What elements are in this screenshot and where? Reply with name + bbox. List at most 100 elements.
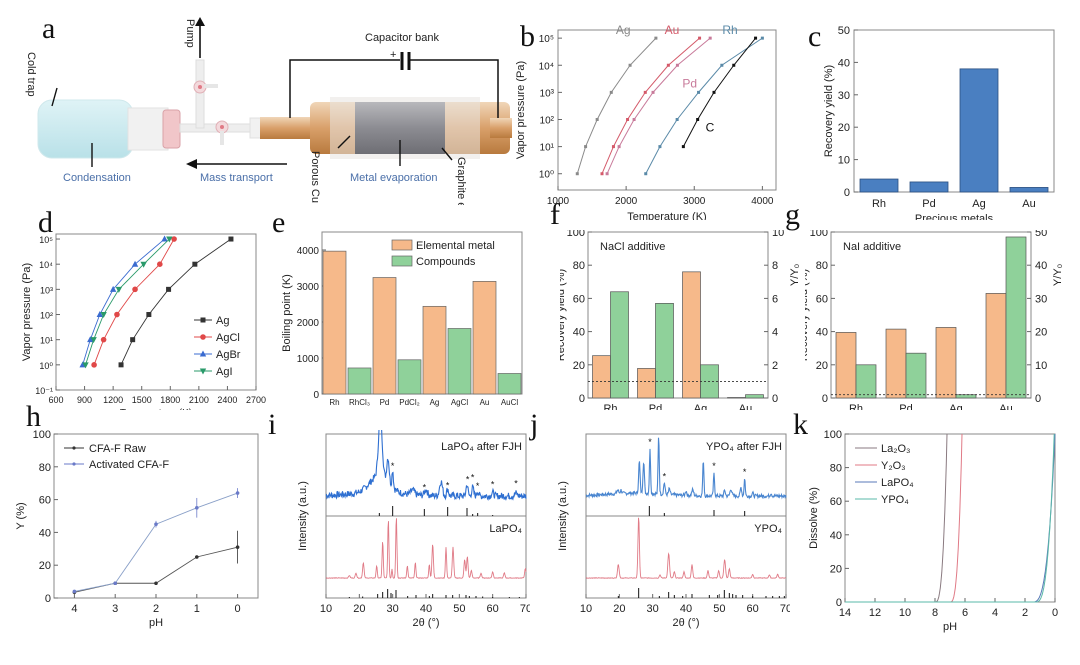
series-line-Ag bbox=[120, 238, 232, 366]
y-tick-label: 0 bbox=[579, 393, 585, 405]
marker-AgBr bbox=[131, 260, 139, 267]
x-tick-label: Rh bbox=[603, 403, 617, 410]
data-point-Pd bbox=[708, 36, 712, 40]
x-tick-label: 600 bbox=[48, 395, 63, 405]
x-tick-label: 60 bbox=[747, 603, 759, 615]
data-point-C bbox=[732, 63, 736, 67]
chart-d-silver-halides: 600 900 1200 1500 1800 2100 2400 2700 10⁻¹ 10⁰ 10¹… bbox=[21, 233, 266, 410]
x-tick-label: Pd bbox=[380, 398, 390, 407]
data-point-Pd bbox=[605, 172, 609, 176]
marker-AgI bbox=[166, 236, 173, 243]
y-tick-label: 20 bbox=[39, 560, 51, 572]
x-axis-label: 2θ (°) bbox=[412, 617, 439, 629]
x-tick-label: AuCl bbox=[501, 398, 519, 407]
x-axis-label: Precious metals bbox=[915, 213, 994, 220]
label-condensation: Condensation bbox=[63, 172, 131, 184]
peak-marker-star: * bbox=[466, 475, 470, 485]
xrd-pattern-0 bbox=[585, 437, 787, 500]
panel-label-g: g bbox=[785, 198, 800, 231]
series-line-Ag bbox=[576, 37, 657, 174]
data-point-C bbox=[681, 145, 685, 149]
peak-marker-star: * bbox=[491, 479, 495, 489]
x-tick-label: Ag bbox=[949, 403, 962, 410]
x-tick-label: RhCl₃ bbox=[349, 398, 370, 407]
x-tick-label: 50 bbox=[453, 603, 465, 615]
data-point-Au bbox=[643, 90, 647, 94]
x-tick-label: AgCl bbox=[451, 398, 469, 407]
label-cold-trap: Cold trap bbox=[25, 52, 37, 97]
panel-label-d: d bbox=[38, 206, 53, 239]
x-tick-label: 4 bbox=[992, 607, 998, 619]
y-tick-label: 30 bbox=[838, 90, 850, 102]
plot-frame bbox=[844, 433, 1056, 603]
bar-Au-1 bbox=[1005, 236, 1027, 399]
peak-marker-star: * bbox=[471, 472, 475, 482]
y-axis-label: Boiling point (K) bbox=[281, 274, 293, 352]
series-label-Pd: Pd bbox=[682, 76, 697, 90]
y-tick-label: 10⁴ bbox=[39, 260, 53, 270]
panel-label-i: i bbox=[268, 408, 277, 441]
peak-marker-star: * bbox=[743, 467, 747, 477]
label-metal-evaporation: Metal evaporation bbox=[350, 172, 437, 184]
marker-AgCl bbox=[200, 334, 206, 340]
y-tick-label: 100 bbox=[567, 230, 585, 239]
marker-AgI bbox=[115, 286, 123, 293]
legend-label-AgI: AgI bbox=[216, 366, 233, 378]
x-tick-label: 8 bbox=[932, 607, 938, 619]
chart-b-vapor-pressure: 1000 2000 3000 4000 10⁰ 10¹ 10² 10³ 10⁴ 10⁵ Temper… bbox=[515, 23, 777, 220]
panel-label-b: b bbox=[520, 20, 535, 53]
x-tick-label: 20 bbox=[613, 603, 625, 615]
y-tick-label: 80 bbox=[573, 260, 585, 272]
y-tick-label: 40 bbox=[573, 327, 585, 339]
series-line-1 bbox=[74, 492, 238, 592]
y-tick-label: 60 bbox=[39, 495, 51, 507]
bar-Rh bbox=[322, 250, 347, 395]
x-tick-label: Au bbox=[999, 403, 1012, 410]
bar-Rh-0 bbox=[592, 355, 611, 399]
marker-AgCl bbox=[91, 362, 97, 368]
legend-label-1: Y₂O₃ bbox=[881, 460, 906, 472]
bar-AgCl bbox=[447, 328, 472, 395]
peak-marker-star: * bbox=[712, 461, 716, 471]
data-point bbox=[235, 491, 240, 495]
x-tick-label: 40 bbox=[680, 603, 692, 615]
y-tick-label: 10⁰ bbox=[39, 361, 53, 371]
bar-Pd-1 bbox=[655, 303, 674, 399]
x-tick-label: 2100 bbox=[189, 395, 209, 405]
series-label-Ag: Ag bbox=[616, 23, 631, 37]
x-tick-label: Rh bbox=[849, 403, 863, 410]
x-tick-label: 12 bbox=[869, 607, 881, 619]
legend-marker-1 bbox=[72, 462, 76, 466]
y-axis-label: Recovery yield (%) bbox=[805, 269, 810, 361]
x-tick-label: 4 bbox=[71, 603, 77, 615]
y-axis-label: Y/Y₀ bbox=[1052, 264, 1064, 286]
data-point-Rh bbox=[720, 63, 724, 67]
y-axis-label: Vapor pressure (Pa) bbox=[515, 61, 527, 159]
x-tick-label: Rh bbox=[329, 398, 339, 407]
label-capacitor-plus: + bbox=[390, 49, 396, 61]
y-axis-label: Intensity (a.u.) bbox=[557, 481, 569, 551]
bar-Ag-0 bbox=[682, 271, 701, 399]
y-tick-label: 40 bbox=[838, 57, 850, 69]
x-tick-label: 2 bbox=[1022, 607, 1028, 619]
xrd-pattern-1 bbox=[325, 518, 527, 580]
data-point-Au bbox=[600, 172, 604, 176]
pattern-label-top: LaPO₄ after FJH bbox=[441, 441, 522, 453]
dissolution-curve-2 bbox=[845, 433, 1056, 603]
marker-AgBr bbox=[96, 311, 104, 318]
y-axis-label: Dissolve (%) bbox=[808, 487, 820, 549]
y-tick-label: 0 bbox=[836, 597, 842, 609]
data-point-Ag bbox=[584, 145, 588, 149]
plot-frame bbox=[853, 29, 1055, 193]
x-tick-label: 70 bbox=[780, 603, 790, 615]
y-tick-label: 1000 bbox=[297, 354, 320, 365]
x-tick-label: Rh bbox=[872, 198, 886, 210]
legend-label-Ag: Ag bbox=[216, 315, 229, 327]
x-tick-label: 2000 bbox=[615, 196, 638, 207]
data-point-C bbox=[696, 117, 700, 121]
marker-Ag bbox=[228, 236, 234, 242]
label-capacitor-bank: Capacitor bank bbox=[365, 32, 439, 44]
data-point-Rh bbox=[675, 117, 679, 121]
chart-g-nai-additive: 0 20 40 60 80 100 0 10 20 30 40 50 Rh Pd Ag Au NaI addit… bbox=[805, 230, 1064, 410]
